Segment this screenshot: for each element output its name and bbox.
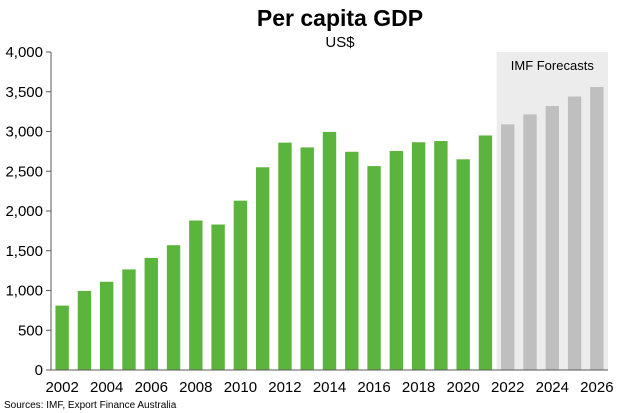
x-tick-label: 2018 — [402, 379, 435, 396]
bar-2011 — [255, 167, 270, 370]
bar-2020 — [456, 159, 470, 370]
x-tick-label: 2002 — [45, 379, 78, 396]
bar-2024 — [545, 106, 559, 370]
y-tick-label: 0 — [35, 362, 43, 379]
x-tick-label: 2010 — [224, 379, 257, 396]
bar-2017 — [389, 150, 404, 370]
y-tick-label: 1,000 — [5, 283, 43, 300]
x-tick-label: 2016 — [357, 379, 390, 396]
x-tick-label: 2012 — [268, 379, 301, 396]
x-axis: 2002 2004 2006 2008 2010 2012 2014 2016 2018 2020… — [45, 369, 614, 396]
bar-2025 — [567, 96, 582, 371]
bar-2002 — [55, 305, 69, 370]
bar-2010 — [233, 200, 248, 370]
bar-2008 — [189, 220, 203, 370]
bar-2018 — [411, 142, 426, 370]
x-tick-label: 2004 — [90, 379, 123, 396]
bar-2006 — [144, 257, 158, 370]
x-tick-label: 2006 — [135, 379, 168, 396]
bar-2015 — [345, 151, 359, 370]
y-tick-label: 4,000 — [5, 44, 43, 61]
bar-2023 — [523, 114, 537, 370]
y-tick-label: 2,000 — [5, 203, 43, 220]
x-tick-label: 2008 — [179, 379, 212, 396]
y-axis: 0 500 1,000 1,500 2,000 2,500 3,000 3,500 4,000 — [5, 44, 52, 379]
y-tick-label: 1,500 — [5, 243, 43, 260]
x-tick-label: 2014 — [313, 379, 346, 396]
bar-2014 — [322, 131, 337, 370]
y-tick-label: 3,000 — [5, 124, 43, 141]
y-tick-label: 500 — [18, 322, 43, 339]
bar-2005 — [122, 269, 136, 370]
y-tick-label: 2,500 — [5, 163, 43, 180]
bar-2013 — [300, 147, 314, 370]
bar-2022 — [501, 124, 515, 370]
source-note: Sources: IMF, Export Finance Australia — [4, 400, 177, 411]
x-tick-label: 2020 — [446, 379, 479, 396]
bar-2004 — [100, 281, 114, 370]
chart-title: Per capita GDP — [257, 5, 423, 31]
bar-2026 — [590, 86, 604, 370]
bar-series — [55, 86, 604, 371]
x-tick-label: 2024 — [536, 379, 569, 396]
x-tick-label: 2026 — [580, 379, 613, 396]
bar-2021 — [478, 135, 493, 370]
forecast-region-label: IMF Forecasts — [511, 58, 595, 73]
bar-2016 — [367, 166, 381, 370]
y-tick-label: 3,500 — [5, 84, 43, 101]
bar-2009 — [211, 224, 225, 370]
bar-2007 — [166, 245, 181, 370]
x-tick-label: 2022 — [491, 379, 524, 396]
bar-2003 — [77, 290, 92, 370]
chart-subtitle: US$ — [325, 34, 355, 51]
bar-2012 — [278, 142, 292, 370]
bar-2019 — [434, 141, 448, 370]
